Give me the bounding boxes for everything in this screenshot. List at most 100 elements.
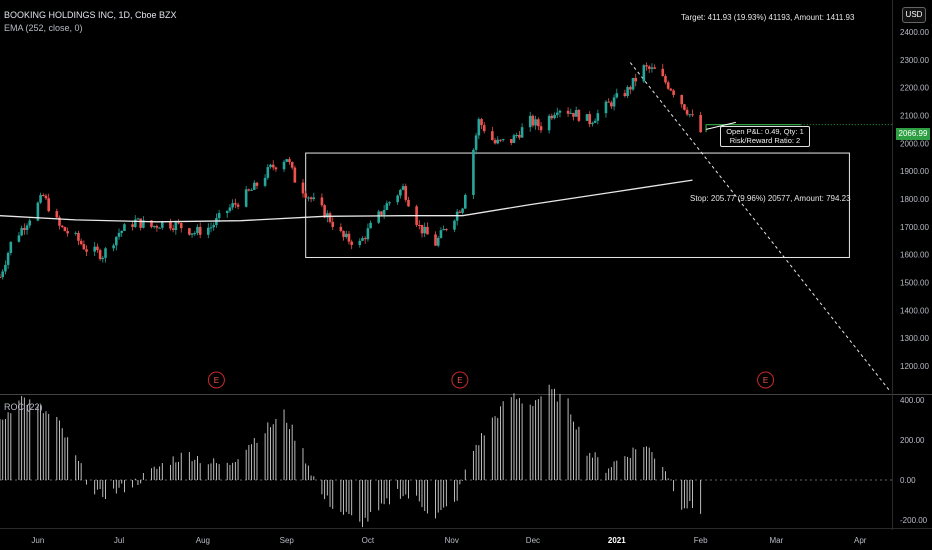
roc-tick-label: -200.00 bbox=[900, 516, 928, 525]
chart-title: BOOKING HOLDINGS INC, 1D, Cboe BZX bbox=[4, 10, 177, 20]
candle-body bbox=[63, 227, 67, 232]
candle-body bbox=[396, 195, 399, 203]
candle-body bbox=[401, 186, 405, 190]
price-tick-label: 2100.00 bbox=[900, 111, 929, 120]
candle-body bbox=[136, 218, 140, 220]
time-tick-label: Apr bbox=[854, 536, 867, 545]
candle-body bbox=[385, 203, 389, 210]
candle-body bbox=[528, 115, 532, 128]
candle-body bbox=[20, 228, 23, 236]
candle-body bbox=[247, 189, 251, 191]
price-tick-label: 2200.00 bbox=[900, 84, 929, 93]
candle-body bbox=[380, 211, 383, 215]
candle-body bbox=[23, 228, 26, 231]
candle-body bbox=[169, 221, 172, 229]
candle-body bbox=[174, 222, 178, 231]
target-label: Target: 411.93 (19.93%) 41193, Amount: 1… bbox=[681, 13, 855, 22]
candle-body bbox=[480, 119, 483, 126]
candle-body bbox=[326, 213, 329, 218]
candle-body bbox=[225, 210, 229, 214]
candle-body bbox=[0, 276, 2, 278]
time-tick-label: Sep bbox=[280, 536, 295, 545]
price-tick-label: 2300.00 bbox=[900, 56, 929, 65]
earnings-marker-label: E bbox=[214, 376, 219, 385]
candle-body bbox=[312, 197, 316, 200]
ema-legend[interactable]: EMA (252, close, 0) bbox=[4, 23, 83, 33]
candle-body bbox=[477, 119, 481, 136]
candle-body bbox=[699, 115, 702, 133]
candle-body bbox=[320, 197, 324, 206]
candle-body bbox=[161, 221, 164, 228]
candle-body bbox=[155, 225, 159, 228]
candle-body bbox=[58, 217, 61, 226]
candle-body bbox=[420, 224, 424, 234]
earnings-marker-label: E bbox=[457, 376, 462, 385]
candle-body bbox=[252, 182, 256, 190]
candle-body bbox=[358, 240, 362, 245]
candle-body bbox=[493, 140, 497, 144]
candle-body bbox=[198, 226, 202, 235]
candle-body bbox=[331, 221, 335, 227]
candle-body bbox=[123, 224, 126, 231]
candle-body bbox=[244, 189, 248, 207]
time-tick-label: Jul bbox=[114, 536, 124, 545]
candle-body bbox=[342, 231, 345, 238]
candle-body bbox=[96, 246, 99, 251]
candle-body bbox=[436, 237, 440, 246]
candle-body bbox=[158, 227, 161, 229]
time-tick-label: Feb bbox=[694, 536, 708, 545]
time-tick-label: Aug bbox=[196, 536, 210, 545]
candle-body bbox=[499, 139, 502, 141]
candle-body bbox=[482, 125, 486, 132]
candle-body bbox=[206, 227, 210, 235]
candle-body bbox=[77, 232, 80, 241]
position-info-box[interactable]: Open P&L: 0.49, Qty: 1 Risk/Reward Ratio… bbox=[720, 126, 810, 147]
candle-body bbox=[688, 114, 692, 116]
candle-body bbox=[339, 226, 343, 232]
candle-body bbox=[177, 222, 180, 224]
candle-body bbox=[631, 77, 635, 90]
candle-body bbox=[404, 186, 408, 200]
time-tick-label: Oct bbox=[362, 536, 375, 545]
candle-body bbox=[152, 225, 156, 227]
candle-body bbox=[642, 65, 646, 82]
candle-body bbox=[293, 167, 297, 183]
candle-body bbox=[572, 112, 575, 117]
candle-body bbox=[426, 226, 429, 235]
candle-body bbox=[537, 119, 540, 127]
candle-body bbox=[231, 203, 234, 208]
price-tick-label: 1700.00 bbox=[900, 223, 929, 232]
candle-body bbox=[588, 114, 592, 125]
candle-body bbox=[458, 211, 462, 213]
candle-body bbox=[685, 109, 689, 115]
candle-body bbox=[509, 139, 513, 143]
candle-body bbox=[36, 202, 40, 221]
candle-body bbox=[290, 161, 294, 168]
candle-body bbox=[512, 135, 516, 143]
price-tick-label: 1300.00 bbox=[900, 334, 929, 343]
candle-body bbox=[139, 218, 142, 228]
candle-body bbox=[307, 197, 310, 199]
candle-body bbox=[193, 233, 197, 235]
range-box bbox=[305, 152, 850, 258]
price-tick-label: 1900.00 bbox=[900, 167, 929, 176]
candle-body bbox=[41, 194, 45, 196]
candle-body bbox=[496, 139, 500, 144]
candle-body bbox=[615, 93, 619, 98]
candle-body bbox=[534, 119, 537, 126]
candle-body bbox=[150, 220, 153, 227]
candle-body bbox=[491, 131, 494, 141]
candle-body bbox=[661, 68, 665, 77]
candle-body bbox=[101, 257, 105, 260]
trendline-dashed bbox=[629, 62, 891, 392]
candle-body bbox=[55, 211, 59, 218]
candle-body bbox=[44, 195, 48, 199]
candle-body bbox=[236, 204, 240, 207]
roc-legend[interactable]: ROC (22) bbox=[4, 402, 43, 412]
candle-body bbox=[610, 102, 613, 107]
candle-body bbox=[423, 226, 427, 234]
candle-body bbox=[301, 182, 305, 194]
candle-body bbox=[28, 220, 32, 226]
currency-button[interactable]: USD bbox=[902, 7, 926, 23]
